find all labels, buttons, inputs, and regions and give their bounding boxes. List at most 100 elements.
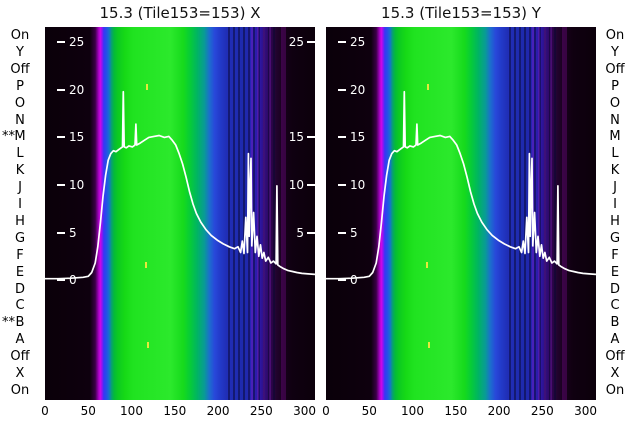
y-tick-label: 20 (69, 82, 85, 97)
channel-label-right: H (610, 213, 620, 229)
y-tick-mark (307, 136, 315, 139)
channel-label-left: X (15, 366, 25, 381)
y-tick-mark (57, 41, 65, 44)
channel-label-left: M (14, 129, 26, 145)
x-tick-label: 50 (80, 404, 96, 418)
profile-curve (45, 90, 315, 280)
channel-label-right: Off (605, 349, 625, 365)
calibration-mark (426, 261, 429, 268)
channel-label-left: H (15, 213, 25, 229)
calibration-mark (428, 341, 430, 348)
x-tick-label: 150 (444, 404, 468, 418)
channel-label-right: A (610, 332, 620, 348)
channel-label-left: P (16, 78, 24, 94)
y-tick-label: 15 (288, 130, 304, 145)
y-tick-mark (338, 41, 346, 44)
channel-label-left: O (14, 95, 26, 111)
y-tick-mark (338, 279, 346, 282)
y-tick-label: 10 (350, 178, 366, 192)
channel-label-right: E (610, 264, 620, 280)
channel-label-right: J (613, 180, 617, 196)
channel-flag: ** (2, 129, 15, 145)
y-tick-mark (57, 136, 65, 139)
y-tick-mark (57, 184, 65, 186)
channel-label-right: P (611, 78, 619, 94)
y-tick-mark (307, 231, 315, 234)
y-tick-label: 0 (350, 273, 358, 288)
channel-flag: ** (2, 315, 15, 331)
channel-label-right: I (613, 197, 617, 212)
channel-label-left: L (16, 146, 24, 162)
x-tick-label: 100 (120, 404, 143, 418)
x-tick-label: 250 (530, 404, 554, 418)
channel-label-left: Y (16, 44, 24, 60)
x-tick-label: 150 (163, 404, 187, 418)
x-tick-label: 300 (574, 404, 598, 418)
heatmap-panel-y: 25 20 15 10 5 0 (326, 27, 596, 400)
y-tick-label: 10 (288, 178, 304, 192)
channel-label-left: B (15, 315, 25, 331)
channel-label-right: F (611, 247, 619, 263)
y-tick-label: 5 (296, 225, 304, 240)
x-tick-label: 0 (41, 404, 49, 418)
channel-label-left: A (15, 332, 25, 348)
x-tick-label: 50 (361, 404, 377, 418)
y-tick-mark (57, 88, 65, 91)
channel-label-left: C (15, 298, 25, 314)
channel-label-right: X (610, 366, 620, 381)
y-tick-label: 10 (69, 178, 85, 192)
y-tick-mark (307, 41, 315, 44)
panel-x-title: 15.3 (Tile153=153) X (99, 4, 261, 22)
calibration-mark (147, 341, 149, 348)
channel-label-right: B (610, 315, 620, 331)
channel-label-right: G (609, 230, 621, 246)
channel-label-right: O (609, 95, 621, 111)
y-tick-label: 25 (350, 35, 366, 50)
y-tick-mark (57, 279, 65, 282)
panel-y-title: 15.3 (Tile153=153) Y (381, 4, 541, 22)
y-tick-mark (307, 184, 315, 186)
channel-label-left: F (16, 247, 24, 263)
channel-label-left: J (18, 180, 22, 196)
channel-label-right: D (609, 281, 620, 297)
y-tick-label: 15 (69, 130, 85, 145)
x-tick-label: 300 (293, 404, 317, 418)
y-tick-mark (338, 88, 346, 91)
channel-label-right: L (611, 146, 619, 162)
x-tick-label: 200 (487, 404, 511, 418)
profile-curve-line (45, 90, 315, 280)
channel-label-right: Off (605, 61, 625, 77)
channel-label-right: N (610, 112, 620, 128)
x-tick-label: 100 (401, 404, 424, 418)
channel-label-left: E (15, 264, 25, 280)
y-tick-mark (338, 231, 346, 234)
y-tick-label: 20 (350, 82, 366, 97)
calibration-mark (427, 83, 430, 90)
y-tick-mark (57, 231, 65, 234)
channel-label-right: C (610, 298, 620, 314)
channel-label-left: On (10, 382, 30, 398)
x-tick-label: 250 (249, 404, 273, 418)
y-tick-label: 15 (350, 130, 366, 145)
channel-label-left: K (15, 163, 25, 179)
channel-label-left: Off (10, 61, 30, 77)
channel-label-right: Y (611, 44, 619, 60)
channel-label-left: Off (10, 349, 30, 365)
y-tick-label: 25 (288, 35, 304, 50)
profile-curve-line (326, 90, 596, 280)
calibration-mark (145, 261, 148, 268)
y-tick-label: 5 (350, 225, 358, 240)
channel-label-right: On (605, 382, 625, 398)
y-tick-mark (338, 136, 346, 139)
y-tick-label: 25 (69, 35, 85, 50)
heatmap-panel-x: 25 20 15 10 5 0 25 15 10 5 (45, 27, 315, 400)
channel-label-right: On (605, 28, 625, 43)
channel-label-right: K (610, 163, 620, 179)
profile-curve (326, 90, 596, 280)
channel-label-left: G (14, 230, 26, 246)
x-tick-label: 200 (206, 404, 230, 418)
channel-label-left: N (15, 112, 25, 128)
channel-label-left: D (14, 281, 25, 297)
calibration-mark (146, 83, 149, 90)
